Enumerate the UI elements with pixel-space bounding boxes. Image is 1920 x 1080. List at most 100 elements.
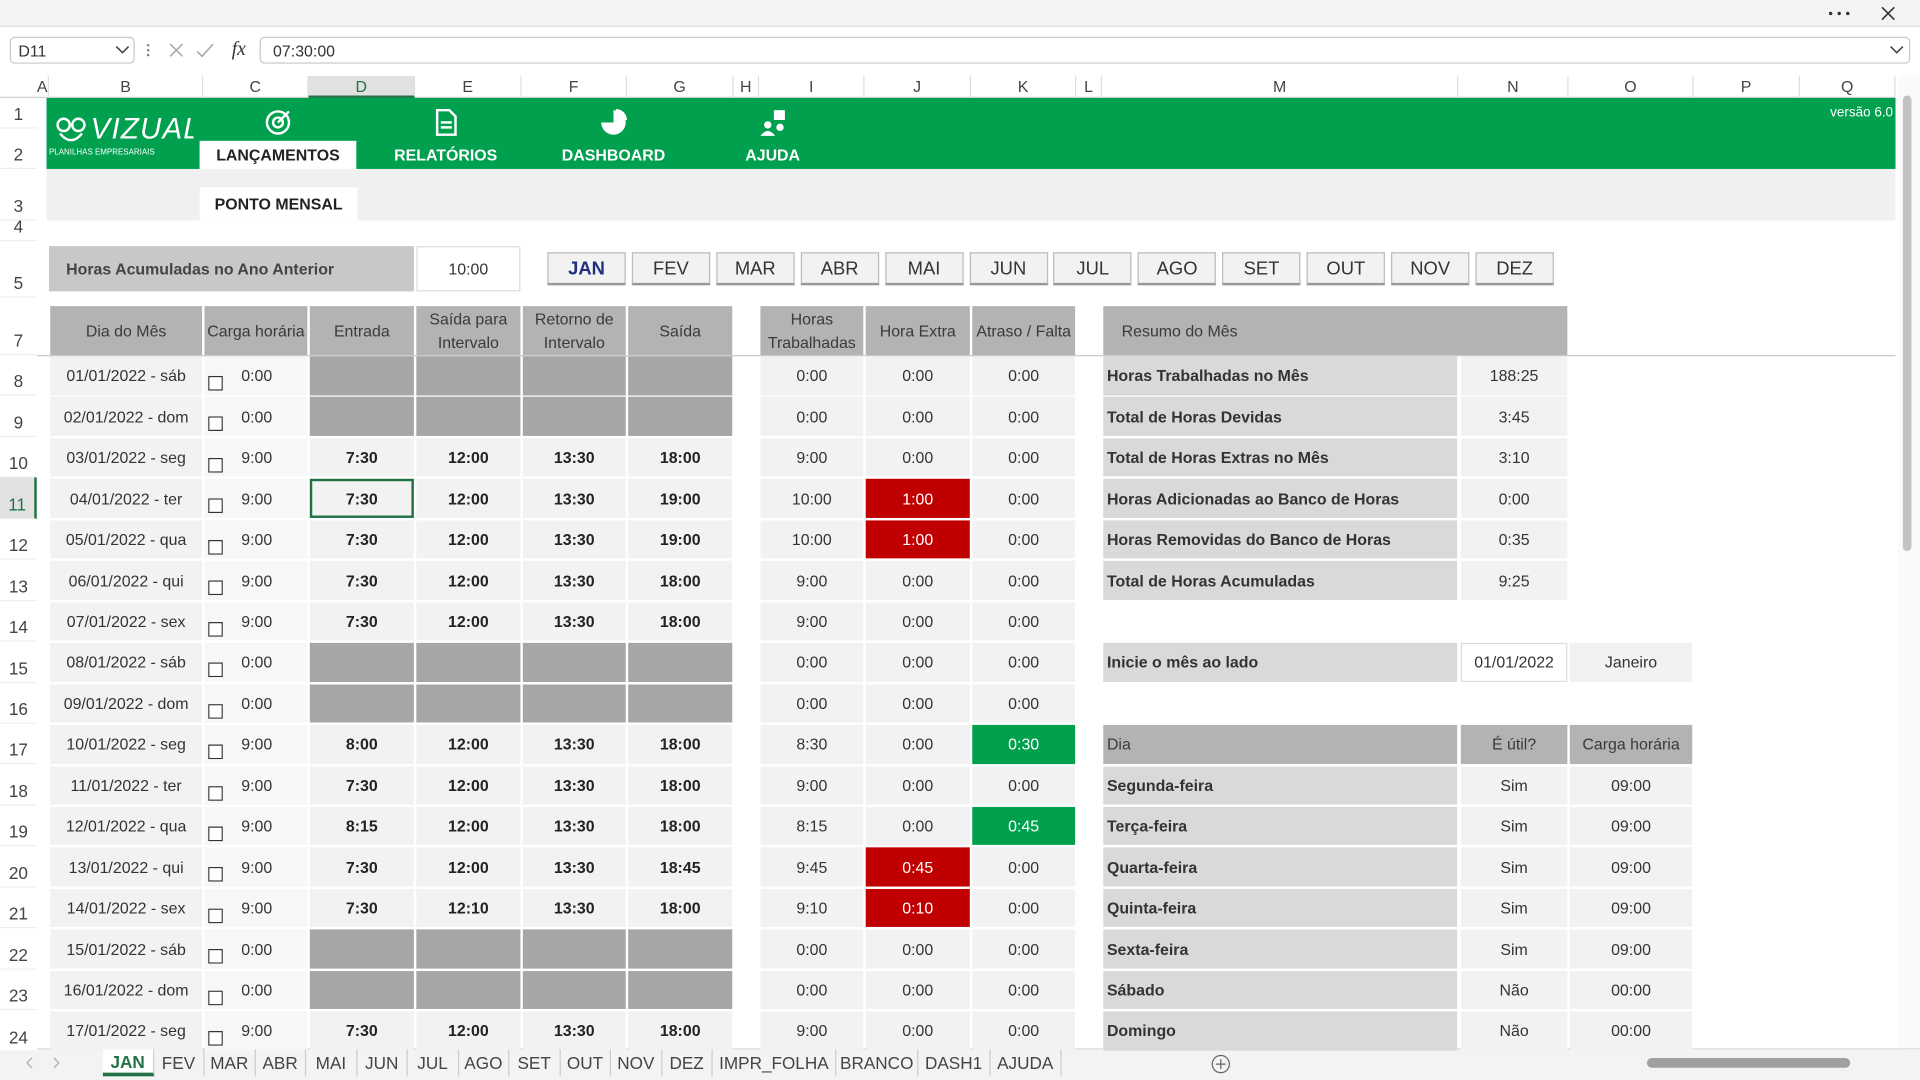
checkbox[interactable] <box>208 662 223 678</box>
table-cell[interactable]: 12:00 <box>416 847 521 887</box>
sheet-tab[interactable]: BRANCO <box>836 1049 919 1077</box>
sheet-tab[interactable]: SET <box>509 1049 561 1077</box>
column-header[interactable]: L <box>1076 75 1103 98</box>
table-cell[interactable] <box>628 929 733 969</box>
checkbox[interactable] <box>208 826 223 842</box>
nav-icon[interactable] <box>758 108 787 137</box>
row-header[interactable]: 12 <box>0 518 37 560</box>
table-cell[interactable] <box>309 929 414 969</box>
checkbox[interactable] <box>208 908 223 924</box>
table-cell[interactable]: 7:30 <box>309 847 414 887</box>
column-header[interactable]: M <box>1102 75 1459 98</box>
table-cell[interactable]: 12:00 <box>416 520 521 559</box>
table-cell[interactable]: 12:00 <box>416 1011 521 1051</box>
table-cell[interactable]: 12:00 <box>416 724 521 764</box>
table-cell[interactable] <box>416 970 521 1010</box>
table-cell[interactable]: 7:30 <box>309 888 414 928</box>
nav-icon[interactable] <box>263 108 292 137</box>
table-cell[interactable]: 18:00 <box>628 438 733 477</box>
nav-item[interactable]: DASHBOARD <box>561 145 666 165</box>
table-cell[interactable]: 18:00 <box>628 765 733 805</box>
sheet-tab[interactable]: OUT <box>560 1049 612 1077</box>
month-button[interactable]: ABR <box>800 252 879 286</box>
column-header[interactable]: D <box>308 75 416 98</box>
table-cell[interactable]: 13:30 <box>522 888 626 928</box>
sheet-tab[interactable]: ABR <box>255 1049 307 1077</box>
month-button[interactable]: NOV <box>1391 252 1470 286</box>
table-cell[interactable]: 7:30 <box>309 438 414 477</box>
column-header[interactable]: F <box>521 75 627 98</box>
column-header[interactable]: A <box>36 75 49 98</box>
table-cell[interactable] <box>522 643 626 682</box>
sheet-tab[interactable]: JUL <box>408 1049 459 1077</box>
column-header[interactable]: G <box>626 75 734 98</box>
table-cell[interactable] <box>628 397 733 436</box>
row-header[interactable]: 4 <box>0 220 37 242</box>
table-cell[interactable]: 12:00 <box>416 479 521 518</box>
sheet-tab[interactable]: NOV <box>611 1049 662 1077</box>
table-cell[interactable]: 7:30 <box>309 602 414 641</box>
table-cell[interactable] <box>522 683 626 723</box>
name-box[interactable]: D11 <box>9 36 135 64</box>
fx-icon[interactable]: fx <box>231 39 246 60</box>
row-header[interactable]: 1 <box>0 97 37 129</box>
checkbox[interactable] <box>208 949 223 965</box>
row-header[interactable]: 20 <box>0 846 37 888</box>
sheet-tab[interactable]: MAI <box>306 1049 357 1077</box>
table-cell[interactable]: 12:00 <box>416 602 521 641</box>
month-button[interactable]: AGO <box>1137 252 1217 286</box>
table-cell[interactable]: 18:00 <box>628 602 733 641</box>
table-cell[interactable]: 13:30 <box>522 479 626 518</box>
table-cell[interactable]: 18:00 <box>628 724 733 764</box>
row-header[interactable]: 14 <box>0 600 37 642</box>
row-header[interactable]: 21 <box>0 887 37 929</box>
table-cell[interactable]: 13:30 <box>522 806 626 846</box>
table-cell[interactable]: 12:00 <box>416 561 521 600</box>
table-cell[interactable]: 13:30 <box>522 561 626 600</box>
month-button[interactable]: DEZ <box>1475 252 1554 286</box>
table-cell[interactable]: 12:00 <box>416 765 521 805</box>
table-cell[interactable]: 13:30 <box>522 724 626 764</box>
sheet-tab[interactable]: DEZ <box>662 1049 713 1077</box>
table-cell[interactable] <box>416 929 521 969</box>
table-cell[interactable]: 13:30 <box>522 520 626 559</box>
accumulated-value[interactable]: 10:00 <box>416 246 521 292</box>
table-cell[interactable] <box>416 643 521 682</box>
table-cell[interactable]: 8:15 <box>309 806 414 846</box>
column-header[interactable]: C <box>203 75 309 98</box>
column-header[interactable]: E <box>415 75 522 98</box>
row-header[interactable]: 7 <box>0 297 37 356</box>
column-header[interactable]: P <box>1693 75 1800 98</box>
sheet-tab[interactable]: AGO <box>459 1049 510 1077</box>
row-header[interactable]: 24 <box>0 1010 37 1052</box>
table-cell[interactable] <box>309 356 414 395</box>
table-cell[interactable]: 12:00 <box>416 806 521 846</box>
table-cell[interactable]: 13:30 <box>522 847 626 887</box>
column-header[interactable]: J <box>864 75 972 98</box>
month-button[interactable]: FEV <box>631 252 711 286</box>
table-cell[interactable]: 7:30 <box>309 1011 414 1051</box>
column-header[interactable]: B <box>48 75 204 98</box>
row-header[interactable]: 18 <box>0 764 37 806</box>
table-cell[interactable]: 13:30 <box>522 602 626 641</box>
table-cell[interactable]: 7:30 <box>309 765 414 805</box>
add-sheet[interactable] <box>1210 1053 1232 1075</box>
row-header[interactable]: 23 <box>0 969 37 1011</box>
row-header[interactable]: 19 <box>0 805 37 847</box>
table-cell[interactable] <box>309 970 414 1010</box>
sheet-tab[interactable]: IMPR_FOLHA <box>713 1049 837 1077</box>
formula-expand[interactable] <box>1889 44 1904 56</box>
formula-input[interactable]: 07:30:00 <box>259 36 1911 64</box>
column-header[interactable]: I <box>759 75 865 98</box>
table-cell[interactable]: 19:00 <box>628 479 733 518</box>
checkbox[interactable] <box>208 621 223 637</box>
sheet-tab[interactable]: MAR <box>204 1049 256 1077</box>
subtab[interactable]: PONTO MENSAL <box>199 187 358 221</box>
checkbox[interactable] <box>208 580 223 596</box>
checkbox[interactable] <box>208 416 223 432</box>
row-header[interactable]: 10 <box>0 437 37 478</box>
row-header[interactable]: 15 <box>0 641 37 683</box>
month-button[interactable]: JUN <box>969 252 1048 286</box>
table-cell[interactable] <box>416 397 521 436</box>
sheet-tab[interactable]: FEV <box>154 1049 205 1077</box>
